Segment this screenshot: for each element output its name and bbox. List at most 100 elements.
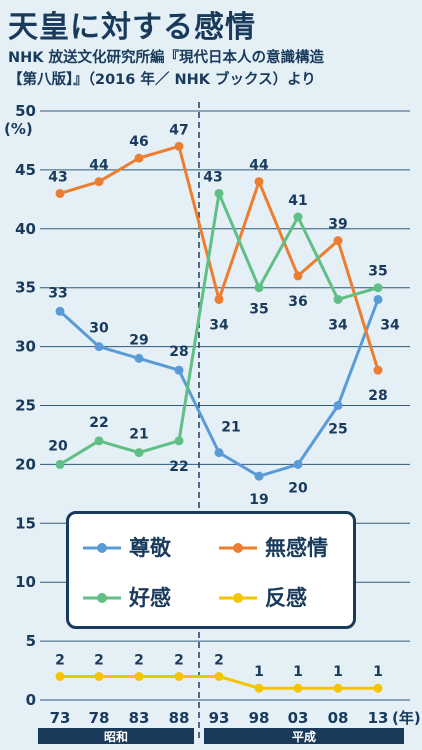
point-3-98: [254, 683, 264, 693]
era-band-1: [204, 728, 404, 744]
point-0-93: [214, 448, 224, 458]
y-tick-label-0: 0: [26, 691, 36, 709]
point-3-08: [333, 683, 343, 693]
data-label-0-78: 30: [89, 321, 109, 337]
data-label-3-83: 2: [134, 652, 144, 668]
data-label-3-78: 2: [94, 652, 104, 668]
point-1-88: [174, 141, 184, 151]
legend-swatch-kokan: [83, 588, 121, 606]
legend-item-kokan: 好感: [83, 582, 171, 612]
data-label-2-03: 41: [288, 193, 307, 209]
chart-subtitle-line1: NHK 放送文化研究所編『現代日本人の意識構造: [8, 50, 325, 66]
data-label-1-88: 47: [169, 122, 188, 138]
data-label-0-03: 20: [288, 480, 308, 496]
y-tick-label-15: 15: [15, 514, 36, 532]
point-2-78: [94, 436, 104, 446]
point-2-93: [214, 188, 224, 198]
x-tick-label-13: 13: [368, 709, 389, 727]
point-1-78: [94, 177, 104, 187]
point-2-03: [293, 212, 303, 222]
point-2-98: [254, 283, 264, 293]
data-label-3-03: 1: [293, 664, 303, 680]
point-2-08: [333, 294, 343, 304]
data-label-0-83: 29: [129, 332, 148, 348]
y-tick-label-40: 40: [15, 220, 36, 238]
point-1-93: [214, 294, 224, 304]
point-1-98: [254, 177, 264, 187]
legend-label-hankan: 反感: [265, 586, 307, 610]
x-tick-label-78: 78: [89, 709, 110, 727]
point-2-83: [134, 448, 144, 458]
legend-item-mukanjo: 無感情: [219, 532, 328, 562]
point-1-73: [55, 188, 65, 198]
y-tick-label-20: 20: [15, 455, 36, 473]
y-tick-label-35: 35: [15, 279, 36, 297]
data-label-1-98: 44: [249, 158, 269, 174]
chart-subtitle-line2: 【第八版】』（2016 年／ NHK ブックス）より: [8, 72, 316, 88]
point-0-08: [333, 401, 343, 410]
legend-swatch-mukanjo: [219, 538, 257, 556]
point-3-93: [214, 671, 224, 681]
data-label-2-98: 35: [249, 302, 268, 318]
chart-title: 天皇に対する感情: [8, 10, 256, 45]
y-unit-label: (%): [4, 120, 33, 138]
y-tick-label-25: 25: [15, 397, 36, 415]
point-3-88: [174, 671, 184, 681]
point-3-13: [373, 683, 383, 693]
data-label-2-88: 22: [169, 459, 188, 475]
data-label-1-83: 46: [129, 134, 148, 150]
data-label-3-98: 1: [254, 664, 264, 680]
point-1-08: [333, 236, 343, 246]
point-0-83: [134, 353, 144, 363]
point-3-73: [55, 671, 65, 681]
point-0-73: [55, 306, 65, 316]
point-0-13: [373, 294, 383, 304]
legend-swatch-hankan: [219, 588, 257, 606]
legend-item-sonkei: 尊敬: [83, 532, 171, 562]
data-label-1-08: 39: [328, 217, 347, 233]
data-label-2-93: 43: [203, 169, 222, 185]
point-1-03: [293, 271, 303, 281]
point-3-03: [293, 683, 303, 693]
data-label-2-78: 22: [89, 415, 108, 431]
point-1-13: [373, 365, 383, 375]
point-2-73: [55, 459, 65, 469]
data-label-1-13: 28: [368, 388, 387, 404]
data-label-0-73: 33: [48, 285, 67, 301]
data-label-0-93: 21: [221, 420, 240, 436]
data-label-3-08: 1: [333, 664, 343, 680]
data-label-2-73: 20: [48, 438, 68, 454]
x-tick-label-93: 93: [209, 709, 230, 727]
x-tick-label-08: 08: [328, 709, 349, 727]
x-tick-label-03: 03: [288, 709, 309, 727]
chart-legend: 尊敬 無感情 好感 反感: [66, 511, 356, 629]
x-tick-label-98: 98: [249, 709, 270, 727]
data-label-2-83: 21: [129, 427, 148, 443]
data-label-0-13: 34: [380, 317, 400, 333]
y-tick-label-10: 10: [15, 573, 36, 591]
point-2-88: [174, 436, 184, 446]
point-0-78: [94, 342, 104, 352]
data-label-0-08: 25: [328, 422, 347, 438]
y-tick-label-50: 50: [15, 102, 36, 120]
legend-label-sonkei: 尊敬: [129, 536, 171, 560]
legend-label-mukanjo: 無感情: [265, 536, 328, 560]
data-label-1-78: 44: [89, 158, 109, 174]
data-label-3-93: 2: [214, 652, 224, 668]
data-label-3-13: 1: [373, 664, 383, 680]
legend-item-hankan: 反感: [219, 582, 307, 612]
data-label-0-88: 28: [169, 344, 188, 360]
data-label-3-88: 2: [174, 652, 184, 668]
x-unit-label: (年): [392, 709, 421, 727]
era-label-0: 昭和: [104, 729, 128, 744]
x-tick-label-88: 88: [169, 709, 190, 727]
legend-swatch-sonkei: [83, 538, 121, 556]
point-0-88: [174, 365, 184, 375]
data-label-1-03: 36: [288, 294, 307, 310]
legend-label-kokan: 好感: [129, 586, 171, 610]
x-tick-label-73: 73: [50, 709, 71, 727]
point-1-83: [134, 153, 144, 163]
data-label-2-13: 35: [368, 264, 387, 280]
point-2-13: [373, 283, 383, 293]
